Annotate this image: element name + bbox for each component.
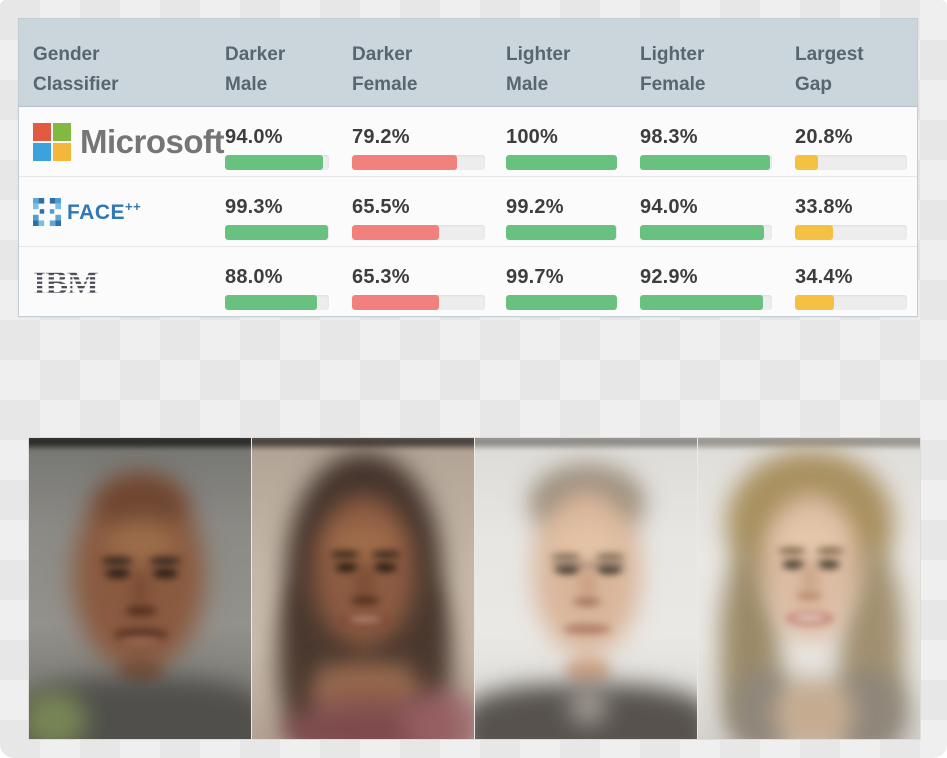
microsoft-squares-icon <box>33 122 71 161</box>
face-darker-male <box>29 438 251 739</box>
average-faces-image <box>28 437 921 740</box>
cell-faceplusplus-lighter-female: 94.0% <box>640 177 772 246</box>
cell-microsoft-darker-female: 79.2% <box>352 107 485 176</box>
cell-ibm-largest-gap: 34.4% <box>795 247 907 316</box>
faceplusplus-icon <box>33 197 61 226</box>
table-row-microsoft: Microsoft 94.0% 79.2% 100% 98.3% 20.8% <box>19 107 917 177</box>
header-lighter-male: Lighter Male <box>506 44 571 95</box>
cell-ibm-darker-female: 65.3% <box>352 247 485 316</box>
cell-faceplusplus-darker-female: 65.5% <box>352 177 485 246</box>
table-row-ibm: IBM 88.0% 65.3% 99.7% 92.9% 34.4% <box>19 247 917 316</box>
cell-faceplusplus-lighter-male: 99.2% <box>506 177 617 246</box>
svg-text:IBM: IBM <box>33 265 99 300</box>
faceplusplus-logo: FACE++ <box>33 177 141 246</box>
cell-microsoft-lighter-male: 100% <box>506 107 617 176</box>
table-row-faceplusplus: FACE++ 99.3% 65.5% 99.2% 94.0% 33.8% <box>19 177 917 247</box>
cell-faceplusplus-largest-gap: 33.8% <box>795 177 907 246</box>
header-darker-male: Darker Male <box>225 44 286 95</box>
face-lighter-male <box>475 438 697 739</box>
faceplusplus-wordmark: FACE++ <box>67 198 142 224</box>
ibm-logo: IBM <box>33 247 111 316</box>
face-darker-female <box>252 438 474 739</box>
cell-ibm-lighter-female: 92.9% <box>640 247 772 316</box>
cell-ibm-darker-male: 88.0% <box>225 247 329 316</box>
header-gender-classifier: Gender Classifier <box>33 44 119 95</box>
ibm-striped-wordmark-icon: IBM <box>33 265 100 300</box>
header-darker-female: Darker Female <box>352 44 418 95</box>
microsoft-wordmark: Microsoft <box>80 122 225 160</box>
face-lighter-female <box>698 438 920 739</box>
cell-faceplusplus-darker-male: 99.3% <box>225 177 329 246</box>
cell-microsoft-largest-gap: 20.8% <box>795 107 907 176</box>
cell-ibm-lighter-male: 99.7% <box>506 247 617 316</box>
microsoft-logo: Microsoft <box>33 107 225 176</box>
header-lighter-female: Lighter Female <box>640 44 706 95</box>
classifier-table: Gender Classifier Darker Male Darker Female… <box>18 18 918 317</box>
cell-microsoft-lighter-female: 98.3% <box>640 107 772 176</box>
cell-microsoft-darker-male: 94.0% <box>225 107 329 176</box>
header-largest-gap: Largest Gap <box>795 44 864 95</box>
table-header-row: Gender Classifier Darker Male Darker Female… <box>19 19 917 107</box>
